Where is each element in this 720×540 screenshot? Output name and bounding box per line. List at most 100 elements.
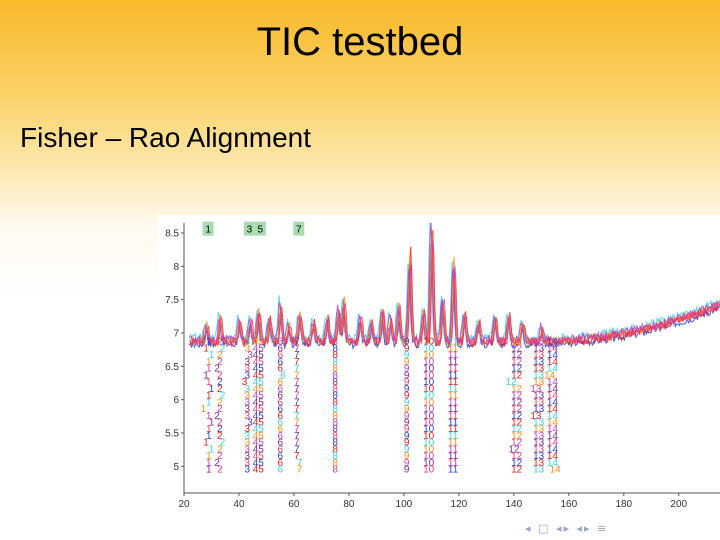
peak-label: 2 — [217, 384, 223, 395]
x-tick-label: 180 — [615, 499, 632, 510]
frame-icon[interactable]: □ — [538, 522, 551, 535]
peak-label: 8 — [332, 370, 338, 381]
x-tick-label: 20 — [178, 499, 190, 510]
peak-label: 13 — [533, 458, 545, 469]
y-tick-label: 6.5 — [165, 362, 179, 373]
peak-label: 12 — [511, 343, 523, 354]
y-tick-label: 7 — [173, 329, 179, 340]
peak-label: 9 — [404, 451, 410, 462]
peak-label: 14 — [547, 397, 559, 408]
peak-label: 45 — [253, 431, 265, 442]
peak-label: 10 — [423, 465, 435, 476]
peak-label: 45 — [253, 438, 265, 449]
peak-label: 45 — [253, 377, 265, 388]
peak-label: 9 — [404, 377, 410, 388]
peak-label: 9 — [404, 397, 410, 408]
peak-label: 14 — [544, 370, 556, 381]
peak-label: 3 — [247, 350, 253, 361]
peak-label: 1 — [206, 377, 212, 388]
peak-label: 11 — [448, 411, 459, 422]
peak-label: 2 — [217, 377, 223, 388]
peak-label: 8 — [332, 411, 338, 422]
peak-label: 8 — [332, 418, 338, 429]
peak-label: 14 — [547, 444, 559, 455]
peak-label: 1 — [206, 391, 212, 402]
peak-label: 13 — [530, 384, 542, 395]
peak-badge — [293, 221, 305, 236]
peak-label: 11 — [448, 444, 459, 455]
peak-label: 11 — [448, 391, 459, 402]
peak-label: 7 — [294, 451, 300, 462]
nav-equiv-icon[interactable]: ≡ — [597, 522, 609, 535]
x-tick-label: 60 — [288, 499, 300, 510]
peak-label: 6 — [277, 391, 283, 402]
peak-label: 11 — [448, 377, 459, 388]
peak-label: 7 — [297, 458, 303, 469]
peak-badge — [254, 221, 266, 236]
peak-label: 8 — [332, 444, 338, 455]
peak-label: 2 — [217, 424, 223, 435]
peak-label: 10 — [423, 397, 435, 408]
peak-label: 12 — [511, 391, 523, 402]
peak-label: 3 — [242, 377, 248, 388]
peak-label: 7 — [294, 384, 300, 395]
peak-label: 13 — [533, 377, 545, 388]
peak-label-columns: 1111111111111111111122222222222222222222… — [200, 337, 561, 476]
peak-label: 8 — [332, 337, 338, 348]
peak-label: 10 — [423, 377, 435, 388]
peak-label: 1 — [203, 438, 209, 449]
peak-label: 10 — [423, 337, 435, 348]
peak-label: 3 — [244, 424, 250, 435]
peak-label: 3 — [244, 404, 250, 415]
peak-label: 6 — [277, 343, 283, 354]
peak-label: 12 — [511, 357, 523, 368]
peak-label: 9 — [404, 424, 410, 435]
peak-label: 1 — [206, 451, 212, 462]
peak-label: 3 — [244, 343, 250, 354]
peak-label: 6 — [277, 451, 283, 462]
peak-label: 8 — [332, 424, 338, 435]
x-tick-label: 40 — [233, 499, 245, 510]
peak-label: 45 — [253, 458, 265, 469]
peak-label: 9 — [404, 370, 410, 381]
peak-label: 12 — [511, 438, 523, 449]
nav-next-frame-icon[interactable]: ◂▸ — [576, 522, 592, 535]
peak-label: 12 — [511, 384, 523, 395]
peak-label: 14 — [547, 458, 559, 469]
peak-label: 13 — [533, 451, 545, 462]
peak-label: 6 — [277, 465, 283, 476]
peak-label: 11 — [448, 418, 459, 429]
peak-label: 8 — [332, 438, 338, 449]
peak-label: 7 — [294, 418, 300, 429]
peak-label: 10 — [423, 444, 435, 455]
peak-label: 11 — [448, 424, 459, 435]
peak-label: 2 — [220, 343, 226, 354]
peak-label: 1 — [209, 384, 215, 395]
peak-label: 45 — [253, 418, 265, 429]
peak-label: 11 — [448, 337, 459, 348]
peak-label: 1 — [200, 404, 206, 415]
nav-prev-frame-icon[interactable]: ◂▸ — [555, 522, 571, 535]
peak-label: 6 — [277, 384, 283, 395]
peak-label: 7 — [294, 343, 300, 354]
peak-label: 11 — [448, 458, 459, 469]
peak-label: 9 — [404, 364, 410, 375]
peak-label: 12 — [511, 424, 523, 435]
peak-label: 9 — [404, 357, 410, 368]
peak-label: 3 — [244, 370, 250, 381]
nav-prev-section-icon[interactable]: ◂ — [525, 522, 533, 535]
peak-label: 14 — [547, 384, 559, 395]
peak-label: 8 — [332, 384, 338, 395]
peak-badge — [243, 221, 255, 236]
peak-label: 9 — [404, 391, 410, 402]
peak-label: 9 — [404, 337, 410, 348]
peak-label: 9 — [404, 384, 410, 395]
peak-label: 13 — [533, 444, 545, 455]
chart-series-group — [189, 221, 720, 351]
peak-label: 12 — [511, 431, 523, 442]
peak-label: 13 — [533, 370, 545, 381]
peak-label: 14 — [547, 337, 559, 348]
peak-label: 9 — [404, 404, 410, 415]
peak-label: 1 — [206, 458, 212, 469]
peak-label: 12 — [511, 350, 523, 361]
